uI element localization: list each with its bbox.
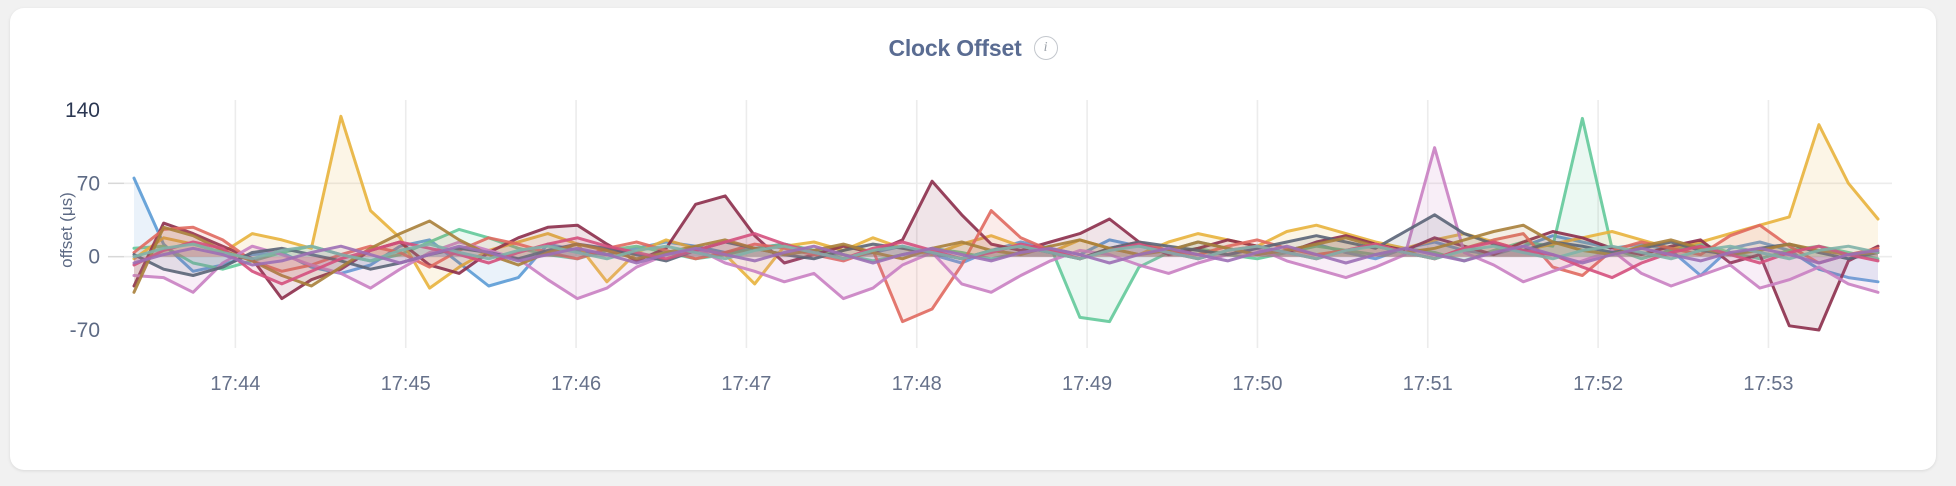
y-tick-label: 140 [65,99,100,122]
x-tick-label: 17:46 [551,373,601,395]
page-title: Clock Offset [888,34,1022,61]
series-line-node-2[interactable] [132,116,1880,324]
x-axis-labels: 17:44 17:45 17:46 17:47 17:48 17:49 17:50 17:51… [210,373,1793,395]
clock-offset-line-chart[interactable]: 140 70 0 -70 17:44 17:45 17:46 17:47 17:48 17:49… [10,68,1936,468]
series-layer [132,114,1880,332]
x-tick-label: 17:53 [1743,373,1793,395]
x-tick-label: 17:49 [1062,373,1112,395]
chart-container[interactable]: 140 70 0 -70 17:44 17:45 17:46 17:47 17:48 17:49… [10,68,1936,468]
card-header: Clock Offset i [10,28,1936,68]
y-axis-title: offset (μs) [57,192,76,268]
y-axis-labels: 140 70 0 -70 [65,99,124,342]
y-axis-title-label: offset (μs) [57,192,76,268]
y-tick-label: 0 [88,246,100,269]
series-area-node-9 [134,233,1878,284]
series-line-node-3[interactable] [132,114,1880,290]
y-tick-label: 70 [77,172,100,195]
series-area-node-2 [134,118,1878,322]
clock-offset-card: Clock Offset i 140 70 0 -70 17:44 17:45 17:46… [10,8,1936,470]
series-area-node-5 [134,210,1878,322]
series-line-node-11[interactable] [132,244,1880,267]
x-tick-label: 17:52 [1573,373,1623,395]
x-tick-label: 17:51 [1403,373,1453,395]
series-area-node-7 [134,214,1878,276]
series-line-node-5[interactable] [132,209,1880,324]
y-tick-label: -70 [70,319,100,342]
x-tick-label: 17:44 [210,373,260,395]
x-tick-label: 17:48 [892,373,942,395]
x-tick-label: 17:50 [1232,373,1282,395]
info-icon[interactable]: i [1033,36,1058,60]
series-line-node-10[interactable] [132,242,1880,263]
series-area-node-6 [134,147,1878,299]
x-tick-label: 17:45 [381,373,431,395]
x-tick-label: 17:47 [721,373,771,395]
